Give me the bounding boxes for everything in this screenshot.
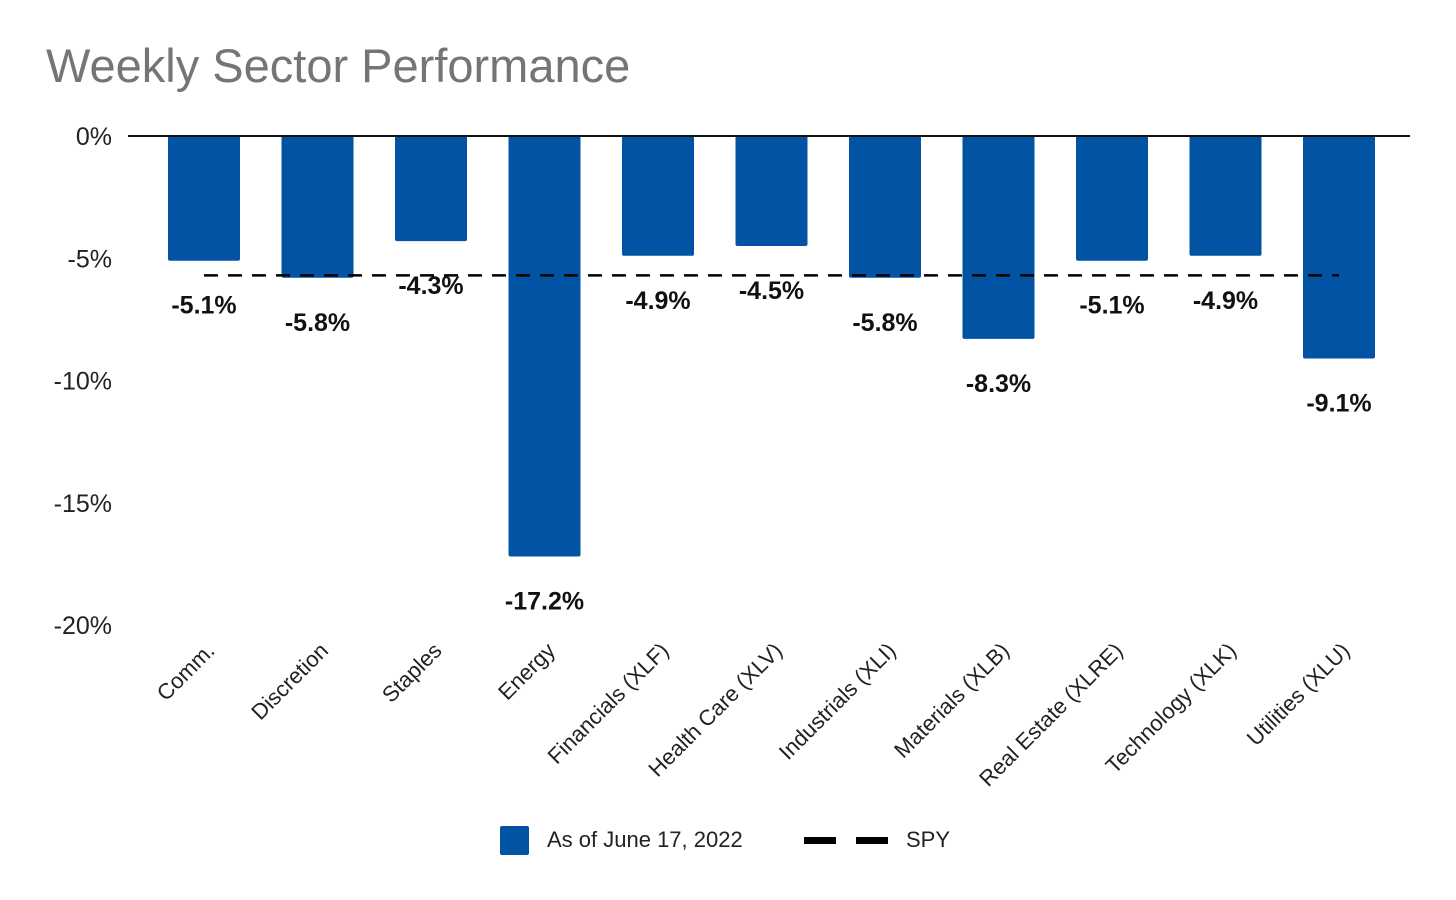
x-category-label: Discretion [246,638,333,725]
data-label: -4.3% [398,272,463,300]
bar-11 [1303,136,1375,359]
data-label: -5.1% [1079,292,1144,320]
data-label: -5.1% [171,292,236,320]
x-category-label: Staples [377,638,447,708]
x-category-label: Industrials (XLI) [774,638,901,765]
bar-9 [1076,136,1148,261]
bar-1 [168,136,240,261]
y-tick-label: -20% [54,612,112,640]
bar-6 [735,136,808,247]
legend-dash-swatch [804,826,888,855]
bar-10 [1189,136,1262,256]
data-label: -8.3% [966,370,1031,398]
data-label: -17.2% [505,588,584,616]
x-category-label: Utilities (XLU) [1242,638,1355,751]
y-tick-label: -15% [54,490,112,518]
x-category-label: Materials (XLB) [889,638,1014,763]
data-label: -9.1% [1306,389,1371,417]
legend-bar-swatch [500,825,529,855]
data-label: -4.9% [625,287,690,315]
data-label: -5.8% [852,309,917,337]
x-category-label: Comm. [152,638,220,706]
bar-8 [962,136,1035,339]
legend-label-bars: As of June 17, 2022 [547,827,743,852]
bar-5 [622,136,694,256]
x-category-label: Financials (XLF) [543,638,674,769]
y-tick-label: -5% [68,245,112,273]
data-label: -4.9% [1193,287,1258,315]
bar-4 [508,136,581,557]
legend: As of June 17, 2022 SPY [0,822,1456,858]
bar-7 [849,136,921,278]
legend-label-spy: SPY [906,827,951,852]
data-label: -4.5% [739,277,804,305]
y-tick-label: -10% [54,368,112,396]
x-category-label: Energy [493,638,560,705]
y-tick-label: 0% [76,123,112,151]
legend-item-spy: SPY [804,822,950,858]
data-label: -5.8% [285,309,350,337]
bar-2 [281,136,354,278]
legend-item-bars: As of June 17, 2022 [500,822,743,858]
chart-title: Weekly Sector Performance [46,39,631,92]
bar-3 [395,136,467,242]
